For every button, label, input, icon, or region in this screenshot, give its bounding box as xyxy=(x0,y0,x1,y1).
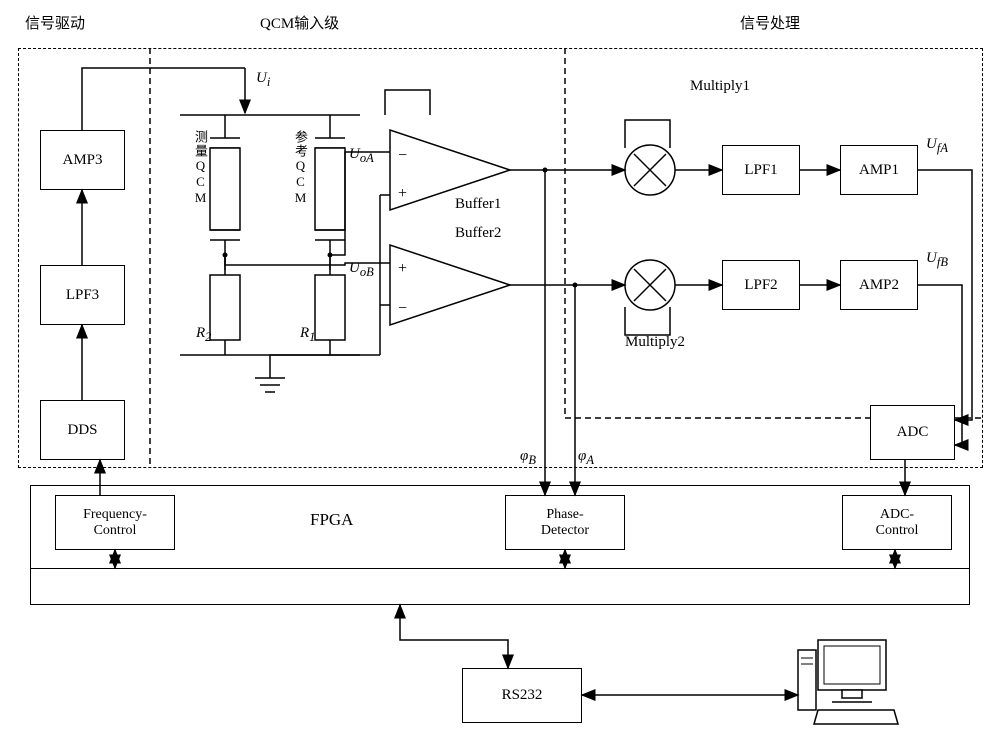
section-label-qcm-input: QCM输入级 xyxy=(260,12,339,33)
section-label-signal-process: 信号处理 xyxy=(740,12,800,33)
uob-label: UoB xyxy=(349,260,374,280)
phase-detector-block: Phase- Detector xyxy=(505,495,625,550)
rs232-block: RS232 xyxy=(462,668,582,723)
ref-qcm-label: 参考QCM xyxy=(291,130,310,206)
fpga-bus xyxy=(30,568,970,604)
lpf3-label: LPF3 xyxy=(66,287,99,304)
amp2-block: AMP2 xyxy=(840,260,918,310)
freq-control-block: Frequency- Control xyxy=(55,495,175,550)
amp2-label: AMP2 xyxy=(859,277,899,294)
phase-detector-label: Phase- Detector xyxy=(541,507,589,539)
dds-block: DDS xyxy=(40,400,125,460)
phia-label: φA xyxy=(578,448,594,468)
amp1-block: AMP1 xyxy=(840,145,918,195)
lpf2-block: LPF2 xyxy=(722,260,800,310)
lpf1-block: LPF1 xyxy=(722,145,800,195)
multiply1-label: Multiply1 xyxy=(690,78,750,95)
amp1-label: AMP1 xyxy=(859,162,899,179)
adc-control-block: ADC- Control xyxy=(842,495,952,550)
meas-qcm-label: 测量QCM xyxy=(191,130,210,206)
ufa-label: UfA xyxy=(926,136,948,156)
amp3-label: AMP3 xyxy=(62,152,102,169)
adc-control-label: ADC- Control xyxy=(876,507,919,539)
multiply2-label: Multiply2 xyxy=(625,334,685,351)
buffer1-label: Buffer1 xyxy=(455,196,501,213)
ui-label: Ui xyxy=(256,70,270,90)
adc-label: ADC xyxy=(897,424,929,441)
adc-block: ADC xyxy=(870,405,955,460)
lpf1-label: LPF1 xyxy=(744,162,777,179)
lpf3-block: LPF3 xyxy=(40,265,125,325)
section-label-signal-drive: 信号驱动 xyxy=(25,12,85,33)
r2-label: R2 xyxy=(196,325,211,345)
lpf2-label: LPF2 xyxy=(744,277,777,294)
freq-control-label: Frequency- Control xyxy=(83,507,147,539)
phib-label: φB xyxy=(520,448,536,468)
dds-label: DDS xyxy=(67,422,97,439)
uoa-label: UoA xyxy=(349,146,374,166)
amp3-block: AMP3 xyxy=(40,130,125,190)
buffer2-label: Buffer2 xyxy=(455,225,501,242)
diagram-canvas: 信号驱动 QCM输入级 信号处理 AMP3 LPF3 DDS xyxy=(0,0,1000,750)
fpga-label: FPGA xyxy=(310,510,353,530)
ufb-label: UfB xyxy=(926,250,948,270)
r1-label: R1 xyxy=(300,325,315,345)
rs232-label: RS232 xyxy=(502,687,543,704)
